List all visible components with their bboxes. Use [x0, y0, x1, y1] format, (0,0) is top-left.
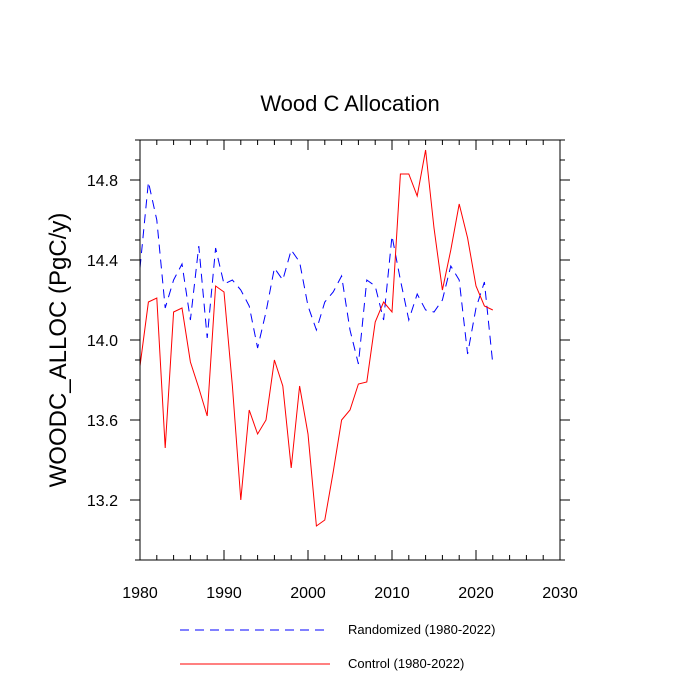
- ticks-layer: 1980 1990 2000 2010 2020 2030 13.2 13.6 14.0 14.4…: [87, 139, 578, 602]
- x-tick-label: 2030: [542, 585, 578, 602]
- series-line-randomized: [139, 181, 494, 365]
- y-tick-label: 14.4: [87, 253, 118, 270]
- legend-label-randomized: Randomized (1980-2022): [348, 622, 495, 637]
- y-axis-label: WOODC_ALLOC (PgC/y): [45, 213, 72, 488]
- y-tick-label: 14.8: [87, 173, 118, 190]
- series-line-control: [139, 149, 494, 527]
- legend-label-control: Control (1980-2022): [348, 656, 464, 671]
- plot-frame: [139, 139, 561, 561]
- x-tick-label: 1990: [206, 585, 242, 602]
- x-tick-label: 1980: [122, 585, 158, 602]
- x-tick-label: 2010: [374, 585, 410, 602]
- y-tick-label: 13.6: [87, 413, 118, 430]
- chart-title: Wood C Allocation: [260, 91, 439, 116]
- legend: Randomized (1980-2022) Control (1980-202…: [180, 622, 495, 671]
- x-tick-label: 2000: [290, 585, 326, 602]
- y-tick-label: 14.0: [87, 333, 118, 350]
- x-tick-label: 2020: [458, 585, 494, 602]
- y-tick-label: 13.2: [87, 493, 118, 510]
- series-layer: [139, 149, 494, 527]
